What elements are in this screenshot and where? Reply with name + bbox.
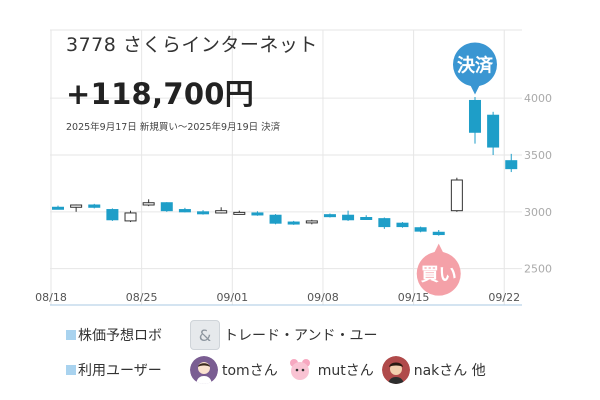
candle <box>323 213 336 218</box>
candle-body-down <box>360 217 373 220</box>
candle-body-up <box>305 220 318 224</box>
candle-body-down <box>269 214 282 224</box>
candle-body-down <box>323 214 336 218</box>
y-tick-label: 3500 <box>524 149 552 162</box>
user-tom[interactable]: tomさん <box>190 356 278 384</box>
candle-body-down <box>342 214 355 221</box>
candle-body-down <box>468 99 481 133</box>
candle-body-down <box>160 202 173 212</box>
y-tick-label: 3000 <box>524 206 552 219</box>
user-nak[interactable]: nakさん 他 <box>381 356 486 384</box>
candle <box>178 207 191 213</box>
candle <box>432 230 445 236</box>
robot-logo-icon[interactable]: & <box>190 320 220 350</box>
candle-body-down <box>52 206 64 210</box>
candle <box>142 199 155 207</box>
candle <box>414 226 427 233</box>
legend-square <box>66 330 76 340</box>
trade-markers: 買い 決済 <box>416 42 497 296</box>
x-tick-label: 09/15 <box>398 291 430 304</box>
profit-amount: +118,700円 <box>66 77 255 111</box>
candle <box>88 203 101 209</box>
legend-square <box>66 365 76 375</box>
candle-body-up <box>215 210 228 214</box>
candle-body-down <box>505 160 518 170</box>
y-tick-label: 4000 <box>524 92 552 105</box>
candle-body-up <box>142 202 155 206</box>
robot-row: 株価予想ロボ & トレード・アンド・ユー <box>66 320 377 350</box>
x-tick-label: 09/08 <box>307 291 339 304</box>
robot-label: 株価予想ロボ <box>78 328 162 344</box>
user-tom-label: tomさん <box>222 363 278 379</box>
x-tick-label: 09/22 <box>488 291 520 304</box>
candle <box>269 214 282 225</box>
candle-body-down <box>432 231 445 236</box>
candle <box>197 210 210 215</box>
candle <box>396 222 409 228</box>
candle-body-up <box>70 204 83 208</box>
chart-grid <box>50 29 522 306</box>
candle <box>215 207 228 214</box>
candle <box>251 211 264 216</box>
candle-body-down <box>197 211 210 215</box>
candle <box>468 97 481 144</box>
robot-name[interactable]: トレード・アンド・ユー <box>224 328 378 344</box>
candle-body-down <box>106 209 119 221</box>
user-mut-label: mutさん <box>317 363 374 379</box>
candle-body-down <box>414 227 427 232</box>
candle <box>70 204 83 212</box>
candle <box>233 210 246 215</box>
user-nak-label: nakさん 他 <box>413 363 486 379</box>
candle <box>287 220 300 225</box>
users-row: 利用ユーザー tomさん mutさん nakさん 他 <box>66 356 494 384</box>
tom-avatar-icon <box>190 356 218 384</box>
user-mut[interactable]: mutさん <box>285 356 374 384</box>
y-axis-ticks: 2500 3000 3500 4000 <box>524 92 552 275</box>
chart-header: 3778 さくらインターネット +118,700円 2025年9月17日 新規買… <box>66 30 318 133</box>
candle <box>450 177 463 212</box>
candle-body-down <box>378 218 391 228</box>
candle-body-up <box>124 212 137 222</box>
candle-body-up <box>450 179 463 212</box>
candle <box>505 153 518 173</box>
candle-body-down <box>396 222 409 228</box>
y-tick-label: 2500 <box>524 263 552 276</box>
candle <box>360 215 373 220</box>
candle-body-up <box>233 211 246 215</box>
x-tick-label: 08/18 <box>35 291 67 304</box>
trade-period: 2025年9月17日 新規買い～2025年9月19日 決済 <box>66 122 281 133</box>
buy-marker: 買い <box>416 243 461 296</box>
users-label: 利用ユーザー <box>78 363 162 379</box>
stock-name: 3778 さくらインターネット <box>66 34 318 56</box>
candle <box>52 205 64 210</box>
x-tick-label: 08/25 <box>126 291 158 304</box>
candle <box>160 202 173 212</box>
marker-circle <box>452 42 497 87</box>
marker-label: 買い <box>421 265 457 286</box>
candle <box>378 217 391 229</box>
candle-body-down <box>251 212 264 216</box>
candlestick-chart: 2500 3000 3500 4000 08/18 08/25 09/01 09/08 09/… <box>35 29 552 306</box>
marker-label: 決済 <box>457 54 494 76</box>
x-axis-ticks: 08/18 08/25 09/01 09/08 09/15 09/22 <box>35 291 520 304</box>
nak-avatar-icon <box>381 356 410 384</box>
sell-marker: 決済 <box>452 42 497 95</box>
candle-body-down <box>287 221 300 225</box>
candle-body-down <box>88 204 101 208</box>
candle <box>487 111 500 155</box>
x-tick-label: 09/01 <box>216 291 248 304</box>
candle <box>305 219 318 225</box>
candle-body-down <box>178 209 191 213</box>
mut-avatar-icon <box>285 356 314 384</box>
candles <box>52 97 518 236</box>
candle <box>124 210 137 223</box>
candle-body-down <box>487 114 500 148</box>
candle <box>106 208 119 221</box>
candle <box>342 210 355 221</box>
marker-circle <box>416 251 461 296</box>
